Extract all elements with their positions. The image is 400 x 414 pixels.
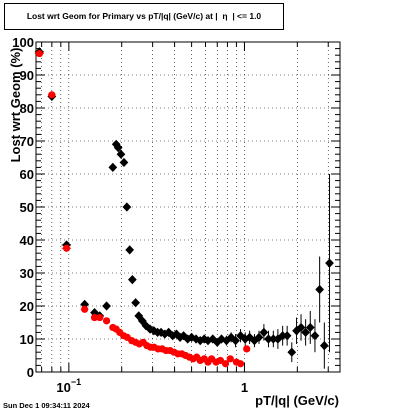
data-point-black <box>325 258 334 268</box>
data-point-black <box>108 162 118 172</box>
data-point-black <box>172 329 181 339</box>
chart-title: Lost wrt Geom for Primary vs pT/|q| (GeV… <box>26 11 262 21</box>
data-point-red <box>96 313 104 322</box>
y-tick-label: 80 <box>20 101 34 116</box>
y-tick-label: 0 <box>27 365 34 380</box>
x-tick-label: 10 <box>56 380 70 395</box>
data-point-red <box>236 360 245 368</box>
data-point-black <box>305 322 315 333</box>
data-point-red <box>243 345 251 353</box>
data-point-black <box>254 332 264 342</box>
data-point-black <box>90 308 99 318</box>
data-point-black <box>259 327 269 337</box>
data-point-black <box>250 336 259 346</box>
data-point-black <box>168 331 178 341</box>
data-point-black <box>131 298 140 308</box>
data-point-black <box>296 322 306 333</box>
data-point-black <box>310 331 320 341</box>
data-point-red <box>221 360 230 368</box>
data-point-black <box>222 336 231 346</box>
data-point-black <box>80 299 90 309</box>
y-tick-label: 60 <box>20 167 34 182</box>
data-point-black <box>236 331 245 341</box>
data-point-black <box>164 327 174 337</box>
y-tick-label: 70 <box>20 134 34 149</box>
data-point-black <box>134 311 144 321</box>
data-markers <box>35 47 334 368</box>
y-tick-label: 40 <box>20 233 34 248</box>
data-point-black <box>319 341 329 351</box>
data-point-black <box>125 245 135 255</box>
x-tick-label-exponent: −1 <box>71 377 81 387</box>
data-point-red <box>81 305 89 313</box>
data-point-black <box>226 332 236 342</box>
data-point-red <box>48 91 56 99</box>
y-tick-label: 20 <box>20 299 34 314</box>
data-point-black <box>113 143 123 153</box>
data-point-black <box>145 324 155 334</box>
data-point-red <box>226 355 234 363</box>
y-tick-label: 100 <box>12 35 34 50</box>
data-point-black <box>122 202 132 212</box>
data-point-black <box>119 157 129 168</box>
data-point-black <box>231 336 240 346</box>
data-point-black <box>268 334 278 344</box>
data-point-red <box>35 49 44 58</box>
data-point-black <box>137 316 147 326</box>
data-point-black <box>245 332 254 342</box>
data-point-black <box>187 332 196 342</box>
x-tick-label: 1 <box>241 380 248 395</box>
title-box: Lost wrt Geom for Primary vs pT/|q| (GeV… <box>4 3 284 30</box>
data-point-black <box>282 331 292 341</box>
y-tick-label: 10 <box>20 332 34 347</box>
data-point-black <box>264 334 273 344</box>
y-tick-label: 90 <box>20 68 34 83</box>
data-point-black <box>287 347 297 357</box>
y-axis-label: Lost wrt Geom (%) <box>8 48 23 163</box>
y-tick-label: 50 <box>20 200 34 215</box>
data-point-black <box>175 332 185 342</box>
data-point-black <box>128 275 137 285</box>
data-point-black <box>156 327 166 337</box>
data-point-black <box>102 301 111 311</box>
x-axis-label: pT/|q| (GeV/c) <box>255 393 339 408</box>
data-point-red <box>102 317 111 325</box>
timestamp: Sun Dec 1 09:34:11 2024 <box>3 401 90 410</box>
data-point-black <box>195 336 205 346</box>
data-point-black <box>141 321 151 331</box>
data-point-black <box>301 327 310 337</box>
data-point-black <box>203 336 213 346</box>
data-point-red <box>62 244 71 252</box>
data-point-black <box>315 284 325 295</box>
y-tick-label: 30 <box>20 266 34 281</box>
data-point-black <box>278 331 288 341</box>
data-point-black <box>116 149 126 159</box>
data-point-red <box>90 313 99 322</box>
